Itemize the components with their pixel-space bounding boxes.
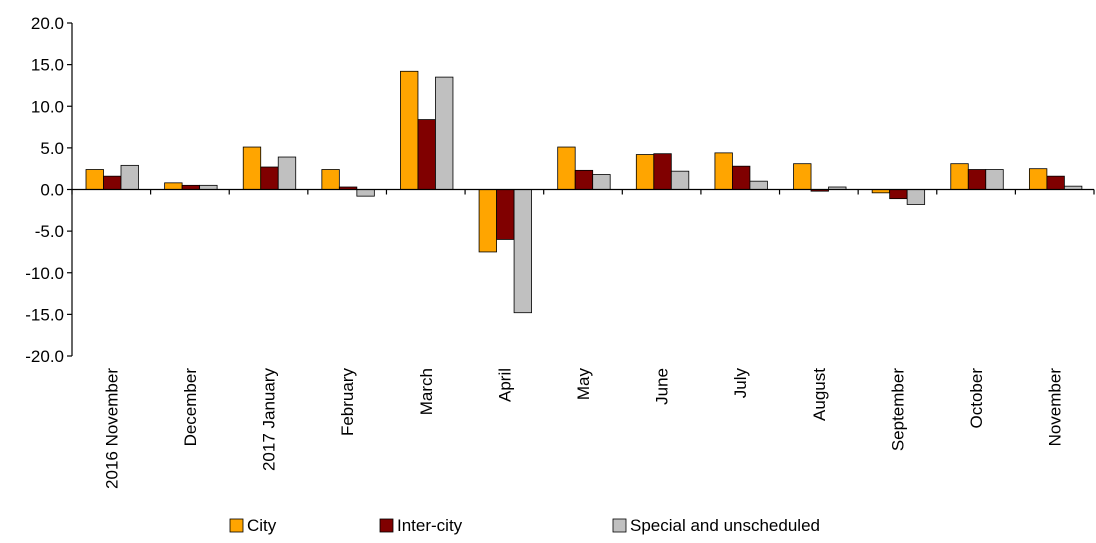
x-category-label: 2016 November bbox=[102, 368, 121, 489]
bar-city bbox=[400, 70, 419, 190]
x-category-label: July bbox=[731, 368, 750, 399]
bar-city bbox=[793, 163, 812, 190]
bar-city bbox=[714, 152, 733, 190]
bar-city bbox=[321, 169, 340, 190]
y-tick-label: 15.0 bbox=[31, 56, 64, 75]
x-category-label: August bbox=[810, 368, 829, 421]
bar-inter-city bbox=[496, 189, 515, 240]
y-tick-label: -20.0 bbox=[25, 347, 64, 366]
bar-inter-city bbox=[260, 166, 279, 190]
bar-inter-city bbox=[574, 169, 594, 190]
x-category-label: November bbox=[1046, 368, 1065, 447]
bar-inter-city bbox=[732, 165, 751, 190]
x-category-label: December bbox=[181, 368, 200, 447]
bar-city bbox=[950, 163, 969, 190]
bar-special-and-unscheduled bbox=[985, 169, 1004, 190]
bar-special-and-unscheduled bbox=[670, 170, 690, 190]
bar-special-and-unscheduled bbox=[906, 189, 926, 205]
bar-inter-city bbox=[889, 189, 908, 200]
bar-city bbox=[85, 169, 104, 190]
y-tick-label: 5.0 bbox=[40, 139, 64, 158]
bar-city bbox=[478, 189, 497, 253]
y-tick-label: -5.0 bbox=[35, 222, 64, 241]
x-category-label: 2017 January bbox=[260, 368, 279, 472]
x-category-label: October bbox=[967, 368, 986, 429]
bar-inter-city bbox=[181, 184, 201, 190]
bar-inter-city bbox=[417, 119, 436, 190]
x-category-label: May bbox=[574, 368, 593, 401]
bar-special-and-unscheduled bbox=[120, 164, 139, 190]
bar-inter-city bbox=[103, 175, 122, 190]
bar-inter-city bbox=[967, 169, 987, 190]
x-category-label: February bbox=[338, 368, 357, 437]
x-axis: 2016 November December 2017 January Februar… bbox=[71, 188, 1095, 489]
y-tick-label: 10.0 bbox=[31, 97, 64, 116]
y-tick-label: 0.0 bbox=[40, 181, 64, 200]
bar-city bbox=[242, 146, 262, 190]
legend-label: City bbox=[247, 516, 277, 535]
legend-swatch bbox=[229, 518, 244, 533]
y-tick-label: -15.0 bbox=[25, 305, 64, 324]
bars bbox=[85, 70, 1083, 314]
bar-city bbox=[1028, 168, 1048, 190]
x-category-label: March bbox=[417, 368, 436, 415]
y-tick-label: -10.0 bbox=[25, 264, 64, 283]
legend-label: Special and unscheduled bbox=[630, 516, 820, 535]
bar-city bbox=[164, 182, 183, 190]
bar-city bbox=[557, 146, 576, 190]
legend-swatch bbox=[612, 518, 627, 533]
bar-special-and-unscheduled bbox=[513, 189, 532, 314]
legend: City Inter-city Special and unscheduled bbox=[229, 516, 820, 535]
x-category-label: April bbox=[495, 368, 514, 402]
legend-label: Inter-city bbox=[397, 516, 463, 535]
x-category-label: June bbox=[653, 368, 672, 405]
y-axis: 20.0 15.0 10.0 5.0 0.0 -5.0 -10.0 -15.0 -20.0 bbox=[25, 14, 73, 366]
legend-swatch bbox=[379, 518, 394, 533]
bar-special-and-unscheduled bbox=[592, 174, 611, 190]
y-tick-label: 20.0 bbox=[31, 14, 64, 33]
bar-inter-city bbox=[1046, 175, 1065, 190]
bar-special-and-unscheduled bbox=[199, 184, 218, 190]
bar-special-and-unscheduled bbox=[749, 180, 768, 190]
x-category-label: September bbox=[888, 368, 907, 451]
bar-special-and-unscheduled bbox=[277, 156, 297, 190]
bar-special-and-unscheduled bbox=[435, 76, 454, 190]
bar-inter-city bbox=[653, 153, 672, 190]
bar-special-and-unscheduled bbox=[356, 189, 375, 197]
bar-city bbox=[635, 154, 655, 190]
